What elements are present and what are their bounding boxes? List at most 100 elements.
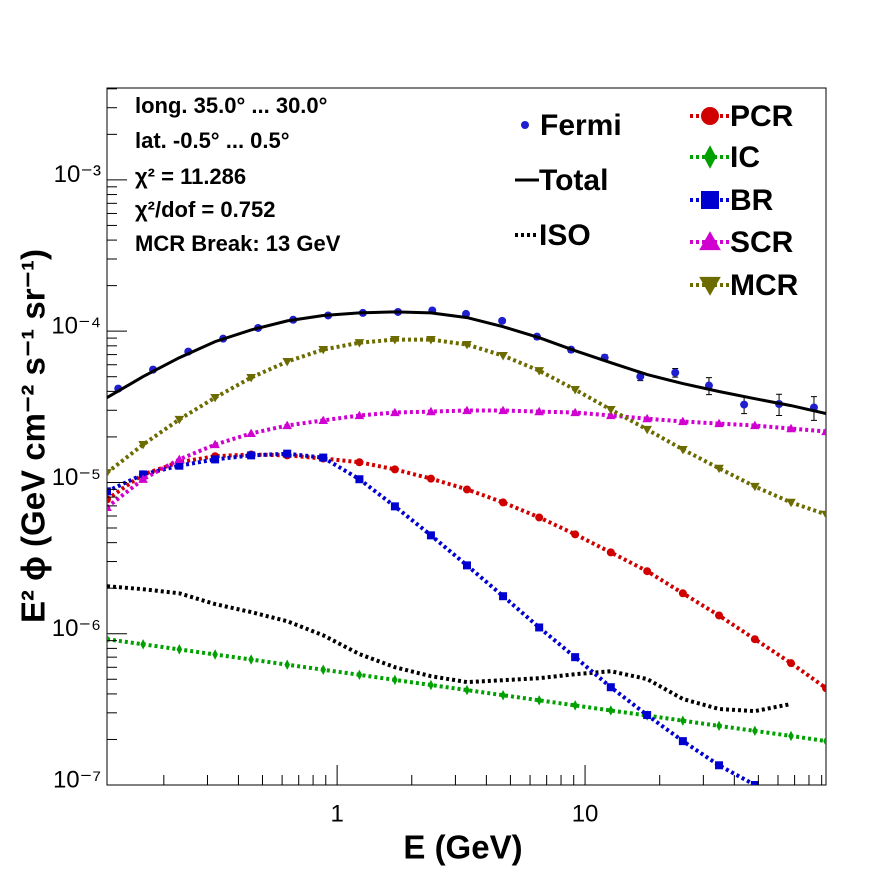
marker: [678, 416, 688, 426]
marker: [107, 495, 111, 504]
marker: [354, 339, 365, 348]
marker: [426, 474, 435, 483]
marker: [821, 426, 826, 436]
marker: [636, 372, 645, 381]
marker: [498, 405, 508, 415]
marker: [703, 145, 717, 169]
series-line: [107, 584, 792, 714]
marker: [606, 410, 616, 420]
y-tick-label: 10⁻⁶: [52, 615, 101, 642]
marker: [107, 487, 111, 496]
marker: [318, 415, 329, 425]
marker: [535, 513, 544, 522]
legend-label: PCR: [730, 100, 794, 133]
marker: [355, 475, 364, 484]
marker: [678, 737, 687, 746]
marker: [426, 406, 436, 416]
marker: [671, 368, 680, 377]
marker: [390, 336, 400, 345]
marker: [354, 410, 365, 420]
marker: [571, 653, 580, 662]
marker: [107, 502, 112, 511]
marker: [788, 730, 794, 742]
legend-label: ISO: [539, 219, 591, 252]
marker: [464, 684, 470, 696]
marker: [606, 683, 615, 692]
marker: [750, 482, 760, 492]
marker: [606, 548, 615, 557]
series-line: [107, 637, 826, 744]
marker: [643, 711, 652, 720]
marker: [175, 461, 184, 470]
y-tick-label: 10⁻³: [54, 161, 101, 188]
marker: [678, 445, 688, 455]
marker: [821, 510, 826, 520]
marker: [462, 341, 472, 350]
marker: [750, 635, 759, 644]
marker: [211, 455, 220, 464]
marker: [212, 649, 218, 660]
series-line: [107, 337, 826, 517]
series-line: [107, 451, 756, 785]
marker: [716, 720, 722, 732]
marker: [678, 589, 687, 598]
annotation: lat. -0.5° ... 0.5°: [135, 128, 290, 153]
marker: [176, 644, 183, 655]
x-axis-title: E (GeV): [403, 829, 522, 866]
marker: [570, 407, 580, 417]
marker: [390, 465, 399, 474]
marker: [499, 498, 508, 507]
y-tick-label: 10⁻⁵: [52, 464, 101, 491]
marker: [787, 659, 796, 668]
marker: [498, 316, 507, 325]
marker: [138, 474, 148, 483]
marker: [246, 374, 256, 383]
annotation: χ² = 11.286: [135, 164, 246, 189]
legend-label: Fermi: [540, 109, 622, 142]
marker: [140, 639, 146, 650]
marker: [608, 705, 614, 716]
annotation: MCR Break: 13 GeV: [135, 231, 341, 256]
series-line: [107, 310, 826, 416]
annotation: long. 35.0° ... 30.0°: [135, 93, 327, 118]
marker: [319, 453, 328, 462]
marker: [282, 420, 292, 430]
marker: [320, 664, 327, 675]
marker: [714, 464, 724, 474]
marker: [426, 336, 436, 345]
marker: [642, 413, 652, 423]
marker: [701, 191, 719, 209]
legend-label: IC: [730, 141, 760, 174]
series-line: [107, 408, 826, 509]
marker: [318, 346, 329, 355]
legend-label: BR: [730, 184, 774, 217]
marker: [247, 451, 256, 460]
marker: [462, 485, 471, 494]
annotation: χ²/dof = 0.752: [135, 197, 275, 222]
marker: [499, 592, 508, 601]
marker: [643, 567, 652, 576]
marker: [606, 406, 616, 415]
marker: [680, 715, 686, 726]
marker: [699, 276, 721, 296]
marker: [534, 406, 544, 416]
marker: [701, 107, 719, 125]
marker: [139, 470, 148, 479]
marker: [355, 458, 364, 467]
marker: [570, 385, 580, 395]
marker: [750, 420, 760, 430]
x-tick-label: 1: [330, 800, 343, 827]
x-tick-label: 10: [572, 800, 599, 827]
marker: [462, 561, 471, 570]
marker: [534, 367, 544, 376]
marker: [246, 428, 256, 437]
marker: [500, 690, 506, 701]
marker: [428, 679, 434, 691]
marker: [284, 659, 290, 670]
y-tick-label: 10⁻⁷: [53, 766, 101, 793]
y-axis-title: E² ϕ (GeV cm⁻² s⁻¹ sr⁻¹): [15, 249, 52, 623]
marker: [498, 352, 508, 361]
marker: [426, 531, 435, 540]
legend-label: Total: [539, 164, 608, 197]
